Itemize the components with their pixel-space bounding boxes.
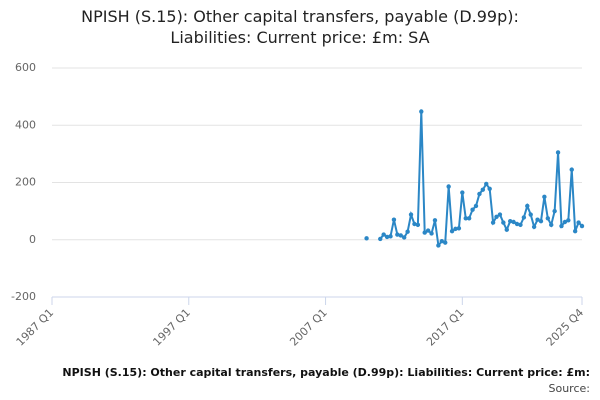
y-tick-label: 200 [15, 176, 36, 189]
data-point [497, 212, 503, 217]
data-point [391, 217, 397, 222]
data-point [378, 236, 383, 242]
data-point [538, 218, 544, 224]
data-point [501, 220, 506, 225]
data-point [425, 228, 431, 233]
data-point [446, 184, 451, 189]
data-point [398, 233, 403, 238]
data-point [542, 194, 547, 200]
data-point [518, 222, 523, 228]
data-point [507, 218, 513, 224]
data-point [412, 221, 417, 227]
data-point [549, 222, 554, 228]
data-point [531, 224, 537, 230]
data-point [419, 109, 424, 114]
data-point [535, 217, 540, 222]
data-point [443, 240, 448, 245]
footer: NPISH (S.15): Other capital transfers, p… [62, 366, 590, 379]
data-point [453, 226, 458, 232]
data-point [429, 231, 434, 236]
data-point [559, 223, 564, 229]
source: Source: [548, 382, 591, 395]
chart-title: NPISH (S.15): Other capital transfers, p… [81, 7, 519, 47]
data-point [494, 214, 499, 220]
data-point [480, 187, 486, 192]
data-point [579, 223, 585, 229]
data-point [388, 234, 393, 239]
y-tick-label: 600 [15, 61, 36, 74]
data-point [484, 181, 489, 187]
x-tick-label: 1997 Q1 [150, 306, 193, 349]
data-point [569, 167, 574, 172]
y-tick-label: 0 [29, 233, 36, 246]
x-tick-label: 2007 Q1 [287, 306, 330, 349]
data-point [487, 186, 492, 191]
data-point [477, 191, 482, 197]
data-point [470, 207, 475, 212]
data-point [364, 236, 369, 241]
data-point [572, 228, 578, 234]
data-point [460, 190, 465, 195]
data-point [401, 235, 407, 240]
x-tick-label: 2025 Q4 [544, 306, 587, 349]
data-point [439, 238, 445, 244]
data-point [415, 222, 421, 228]
data-point [384, 234, 390, 240]
data-point [566, 218, 571, 223]
data-point [514, 221, 520, 227]
data-point [395, 232, 400, 237]
x-tick-label: 2017 Q1 [424, 306, 467, 349]
data-point [473, 203, 479, 209]
data-point [525, 203, 530, 209]
data-point [490, 220, 496, 225]
y-tick-label: -200 [11, 290, 36, 303]
data-point [511, 219, 516, 225]
y-tick-label: 400 [15, 118, 36, 131]
data-point [466, 216, 472, 221]
data-point [449, 228, 455, 234]
data-point [555, 150, 561, 155]
data-point [552, 208, 557, 214]
data-point [456, 226, 462, 231]
data-point [521, 215, 527, 220]
data-point [436, 243, 441, 248]
data-point [432, 218, 438, 223]
x-tick-label: 1987 Q1 [14, 306, 57, 349]
data-point [504, 227, 509, 232]
data-point [576, 220, 581, 225]
data-point [408, 212, 414, 217]
data-point [545, 216, 551, 221]
data-point [422, 230, 427, 235]
data-point [405, 229, 410, 234]
data-point [562, 219, 568, 225]
data-point [463, 216, 468, 221]
data-point [381, 232, 386, 237]
data-point [528, 212, 533, 217]
